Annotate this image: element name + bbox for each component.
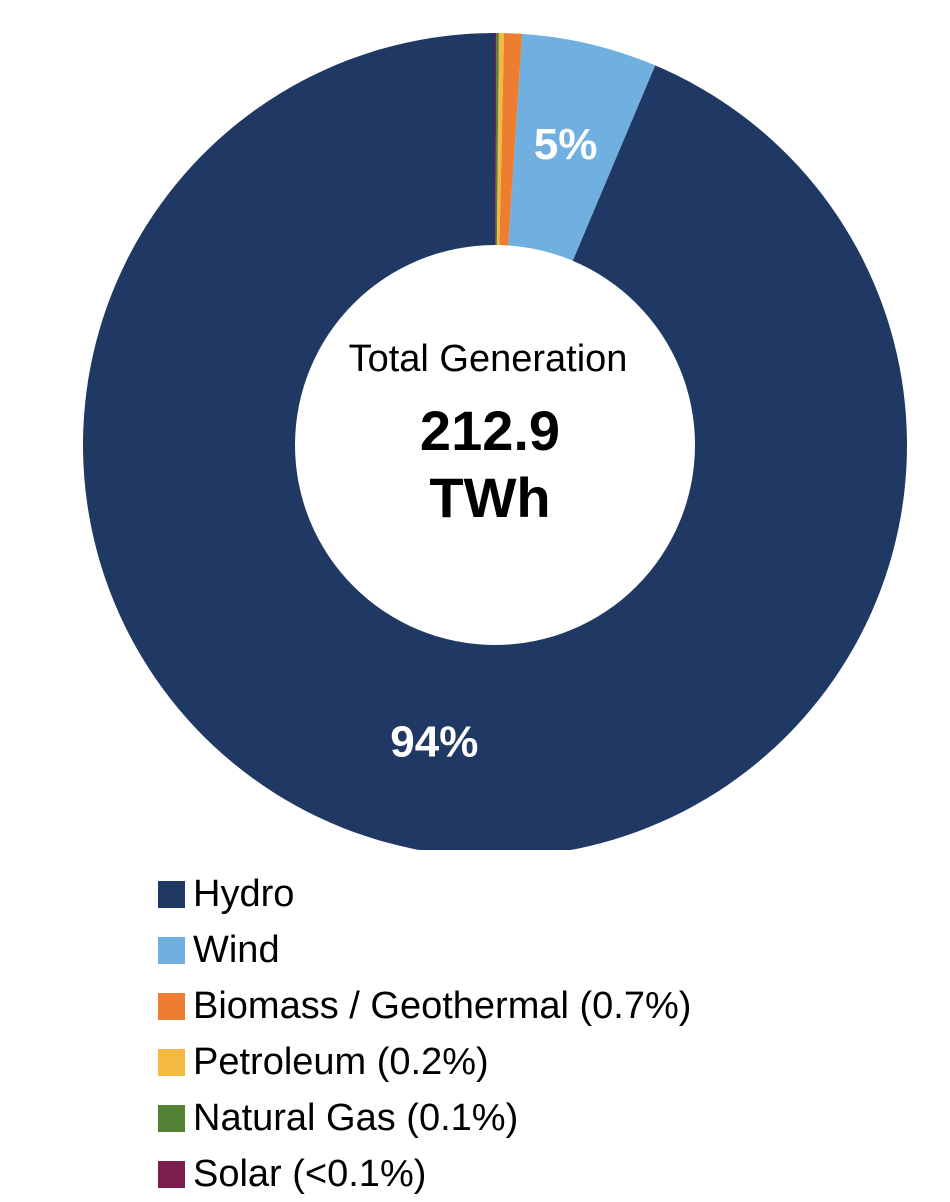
legend-swatch [158, 992, 185, 1020]
legend-label: Wind [193, 928, 280, 971]
legend-swatch [158, 936, 185, 964]
legend-label: Natural Gas (0.1%) [193, 1096, 519, 1139]
data-label-hydro: 94% [390, 718, 478, 767]
legend-item: Wind [158, 922, 691, 978]
legend-label: Biomass / Geothermal (0.7%) [193, 984, 692, 1027]
legend-swatch [158, 1104, 185, 1132]
legend-item: Petroleum (0.2%) [158, 1034, 691, 1090]
donut-chart: Total Generation 212.9 TWh 94% 5% [83, 33, 907, 850]
legend-item: Solar (<0.1%) [158, 1146, 691, 1202]
center-title: Total Generation [349, 338, 628, 380]
center-total-unit: TWh [429, 466, 550, 529]
legend-swatch [158, 1048, 185, 1076]
donut-hole [295, 245, 695, 645]
slice-hydro [83, 33, 907, 850]
legend-label: Petroleum (0.2%) [193, 1040, 489, 1083]
legend-label: Hydro [193, 872, 295, 915]
center-total-value: 212.9 [420, 399, 560, 462]
legend-item: Biomass / Geothermal (0.7%) [158, 978, 691, 1034]
legend: Hydro Wind Biomass / Geothermal (0.7%) Petr… [158, 866, 691, 1202]
legend-swatch [158, 1160, 185, 1188]
legend-item: Natural Gas (0.1%) [158, 1090, 691, 1146]
legend-swatch [158, 880, 185, 908]
slice-labels: 94% 5% [390, 120, 597, 767]
legend-item: Hydro [158, 866, 691, 922]
data-label-wind: 5% [534, 120, 598, 169]
legend-label: Solar (<0.1%) [193, 1152, 427, 1195]
